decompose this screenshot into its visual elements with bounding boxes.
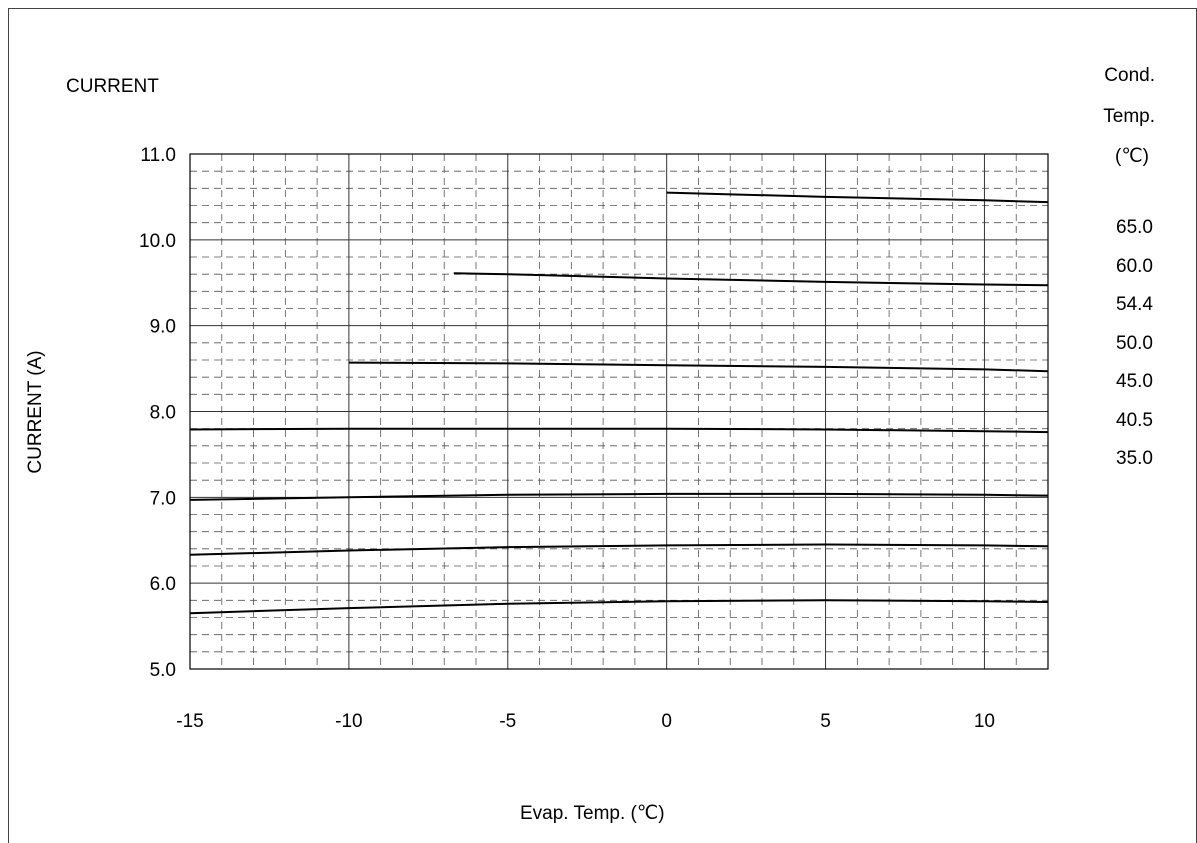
- series-line-60.0: [453, 272, 1049, 287]
- series-line-54.4: [348, 361, 1049, 373]
- x-tick-label: -10: [335, 711, 362, 732]
- series-line-45.0: [189, 492, 1049, 501]
- y-tick-label: 9.0: [150, 317, 176, 338]
- legend-label: 65.0: [1116, 217, 1153, 238]
- x-tick-label: 5: [820, 711, 831, 732]
- legend-label: 35.0: [1116, 448, 1153, 469]
- x-axis-label: Evap. Temp. (℃): [520, 803, 665, 824]
- x-tick-label: -5: [499, 711, 516, 732]
- y-tick-label: 6.0: [150, 574, 176, 595]
- legend-label: 54.4: [1116, 294, 1153, 315]
- y-tick-label: 8.0: [150, 403, 176, 424]
- y-tick-label: 10.0: [139, 231, 176, 252]
- chart-title: CURRENT: [66, 76, 159, 97]
- x-tick-label: 0: [661, 711, 672, 732]
- series-line-40.5: [189, 543, 1049, 556]
- legend-title-line-3: (℃): [1115, 146, 1149, 167]
- legend-label: 45.0: [1116, 371, 1153, 392]
- y-tick-label: 7.0: [150, 488, 176, 509]
- y-tick-label: 5.0: [150, 660, 176, 681]
- legend-label: 40.5: [1116, 409, 1153, 431]
- legend-label: 60.0: [1116, 255, 1153, 277]
- legend-title-line-2: Temp.: [1103, 106, 1155, 127]
- series-line-35.0: [189, 599, 1049, 615]
- plot-border: [189, 153, 1049, 670]
- legend-label: 50.0: [1116, 332, 1153, 354]
- x-tick-label: 10: [974, 711, 995, 732]
- series-line-65.0: [666, 191, 1049, 204]
- y-tick-label: 11.0: [140, 145, 176, 166]
- legend-title-line-1: Cond.: [1104, 65, 1155, 86]
- series-line-50.0: [189, 427, 1049, 434]
- x-tick-label: -15: [176, 711, 203, 732]
